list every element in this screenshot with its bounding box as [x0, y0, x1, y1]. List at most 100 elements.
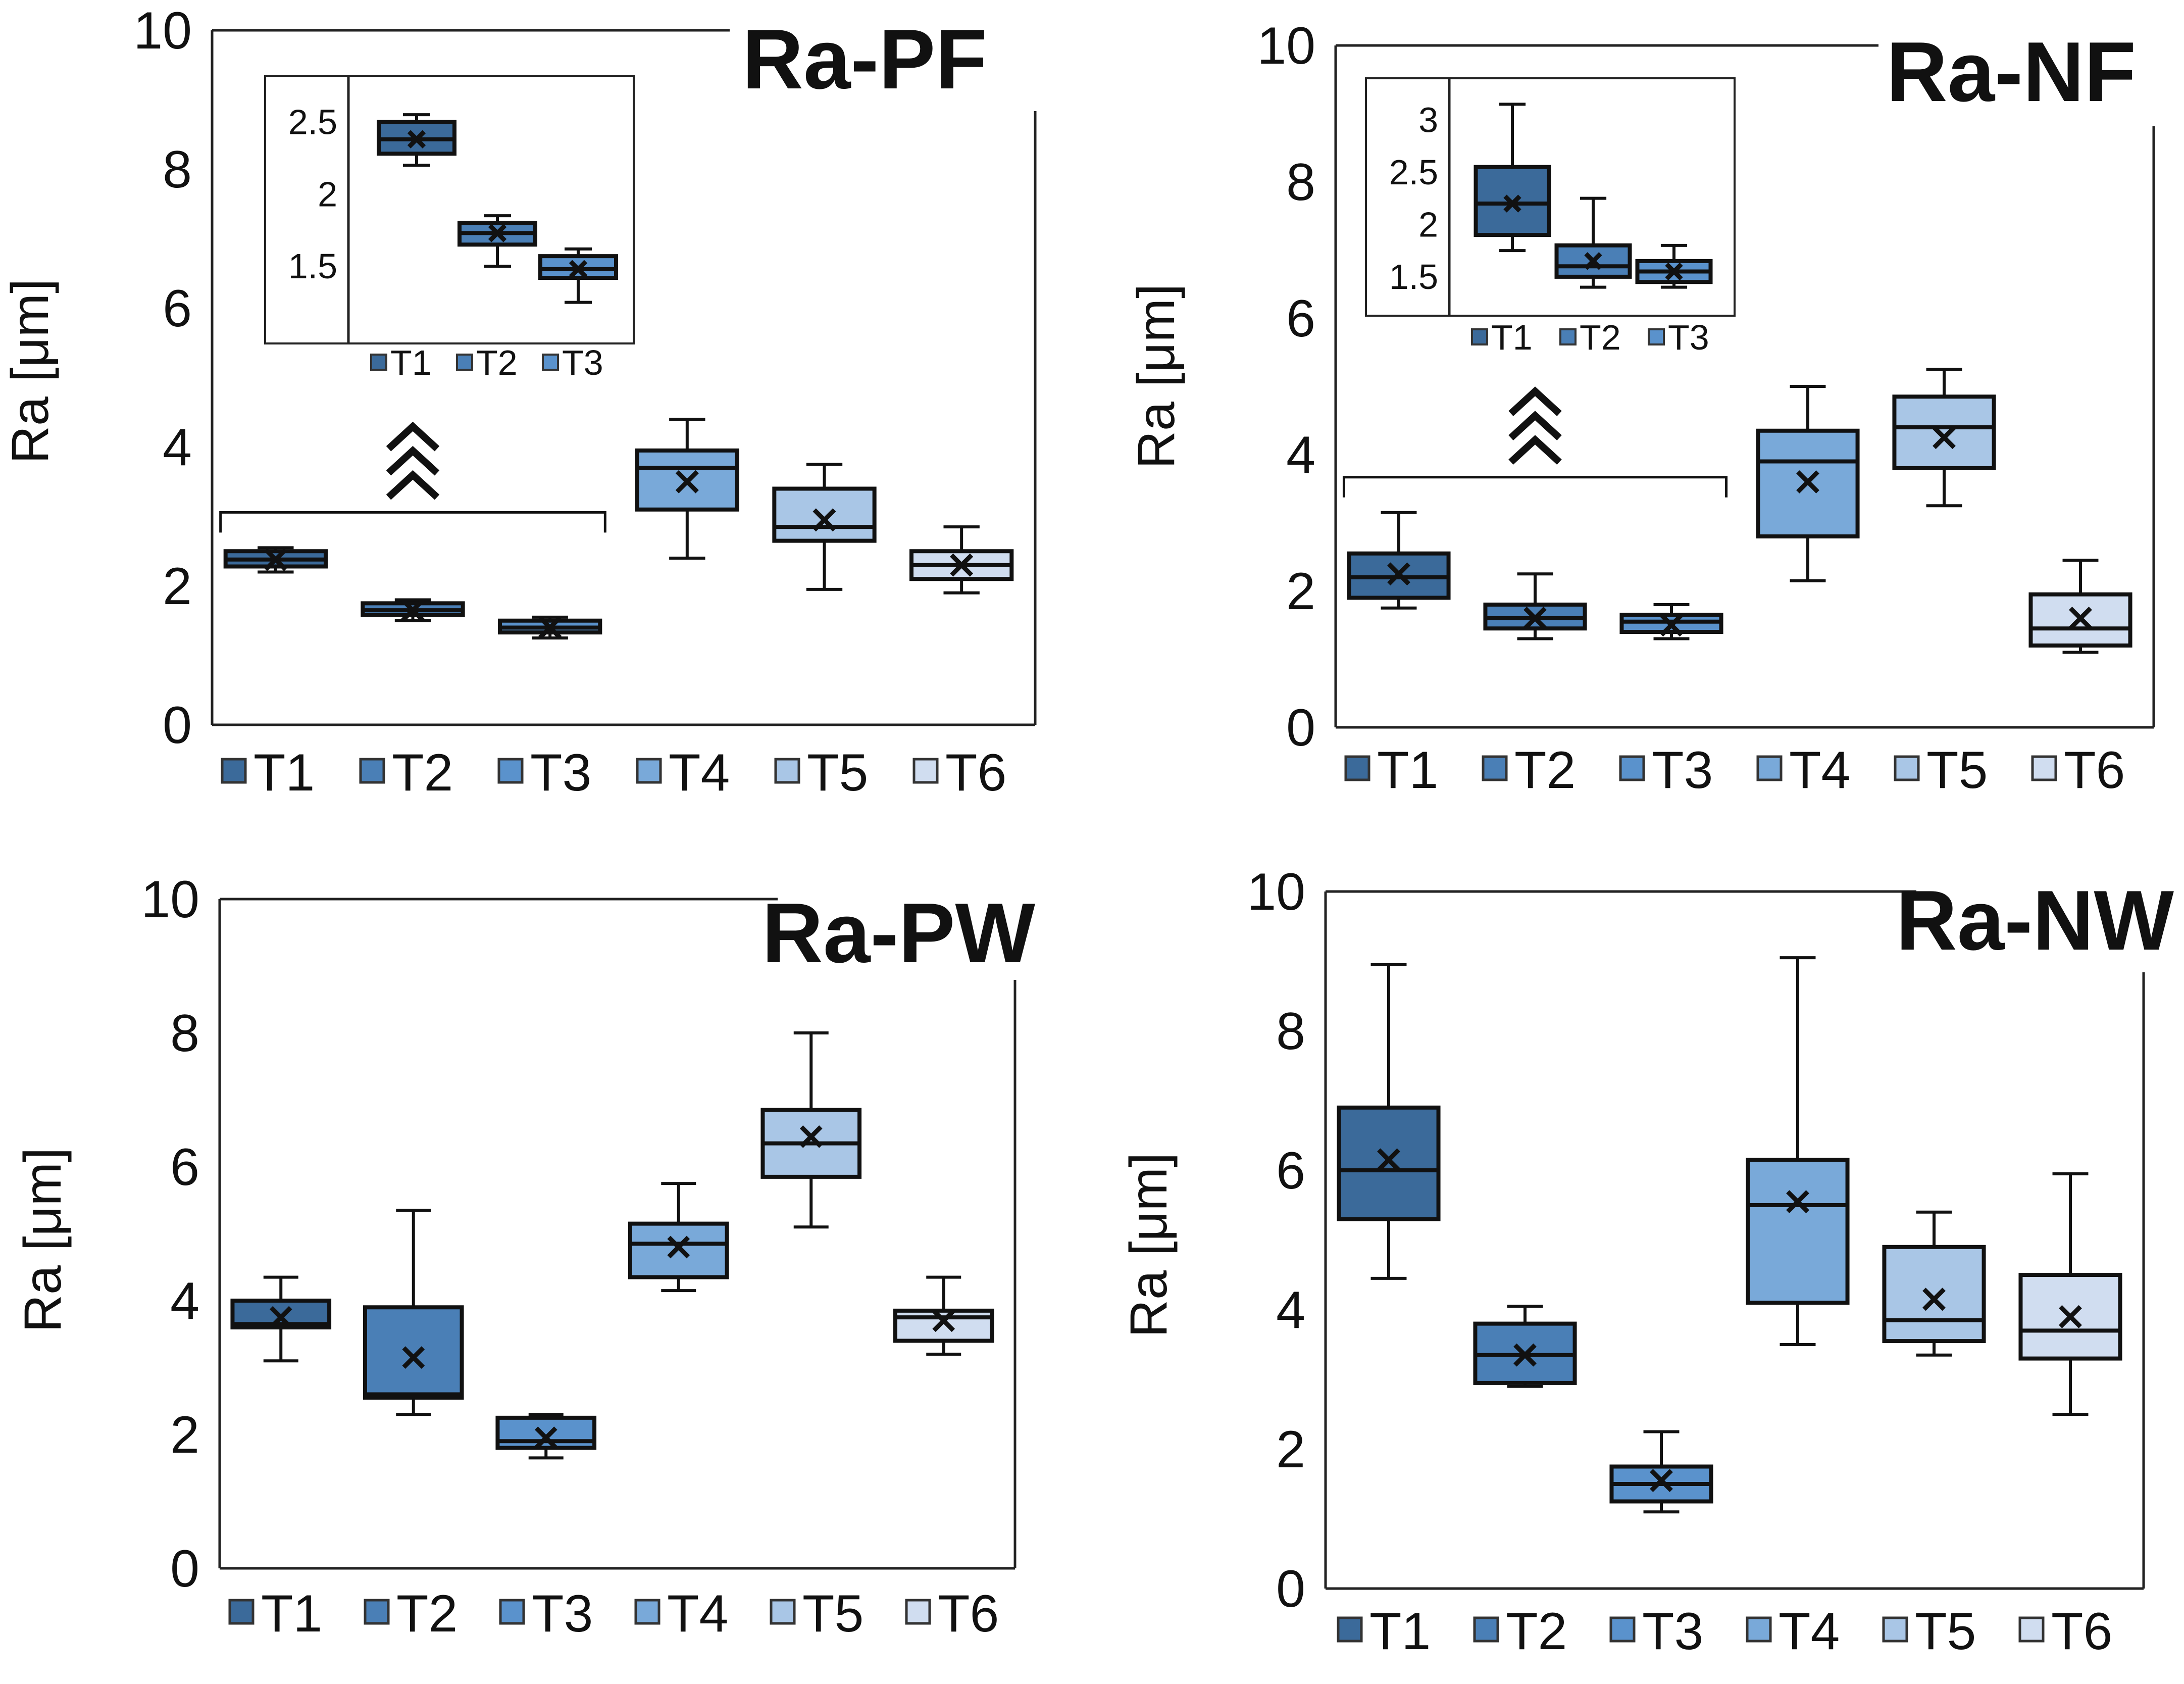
legend-label: T3: [530, 744, 591, 802]
box-t5-mean-marker: [799, 1125, 823, 1148]
legend-label: T6: [945, 744, 1006, 802]
y-tick-label: 6: [170, 1138, 199, 1197]
box-t3: [1619, 603, 1723, 640]
inset-box-t3: [1635, 243, 1713, 289]
box-t2: [1483, 572, 1587, 640]
inset-box-t1: [1474, 103, 1551, 253]
box-t5: [760, 1031, 862, 1229]
box-t1-mean-marker: [1377, 1148, 1400, 1172]
inset-y-tick-label: 2: [1418, 205, 1438, 244]
legend-item-t3: T3: [497, 744, 591, 802]
legend-label: T5: [807, 744, 868, 802]
box-t1-mean-marker: [264, 548, 287, 571]
inset-legend-item-t3: T3: [542, 343, 603, 382]
y-tick-label: 8: [1276, 1002, 1305, 1061]
box-t6-mean-marker: [950, 553, 974, 577]
legend-item-t2: T2: [359, 744, 453, 802]
legend-swatch: [774, 758, 800, 784]
legend-label: T2: [1514, 741, 1576, 800]
inset-legend-swatch: [1559, 328, 1577, 345]
box-t6-mean-marker: [2069, 607, 2092, 630]
box-t6: [909, 525, 1014, 595]
legend-item-t6: T6: [2031, 741, 2125, 800]
box-t6-mean-marker: [932, 1309, 955, 1332]
legend-item-t1: T1: [1337, 1602, 1431, 1661]
inset-legend-label: T3: [1668, 318, 1709, 357]
inset-legend-label: T3: [562, 343, 603, 382]
box-t3-mean-marker: [534, 1426, 557, 1449]
legend-swatch: [228, 1599, 255, 1625]
inset-y-tick-label: 2.5: [1389, 153, 1438, 192]
box-t3: [495, 1413, 597, 1460]
legend-swatch: [636, 758, 662, 784]
y-tick-label: 0: [1286, 699, 1315, 757]
legend-label: T6: [2051, 1602, 2112, 1661]
legend-item-t1: T1: [221, 744, 315, 802]
legend-item-t2: T2: [1473, 1602, 1567, 1661]
inset-chart: 1.5 2 2.5 T1 T2 T3: [264, 75, 635, 382]
chart-ra-nw: 0 2 4 6 8 10 Ra [μm] Ra-NW T1 T2 T3 T4 T5 T6: [1120, 863, 2174, 1661]
y-tick-label: 0: [170, 1540, 199, 1598]
legend-item-t6: T6: [912, 744, 1006, 802]
legend-label: T4: [1789, 741, 1850, 800]
inset-legend-swatch: [370, 354, 387, 371]
inset-box-t1-mean-marker: [1503, 194, 1521, 213]
inset-legend-label: T1: [1491, 318, 1533, 357]
box-t2-box: [363, 1305, 464, 1400]
box-t6-box: [2028, 592, 2132, 648]
legend-item-t3: T3: [1619, 741, 1713, 800]
box-t4-mean-marker: [675, 470, 699, 493]
inset-legend-swatch: [1471, 328, 1488, 345]
box-t6: [2028, 559, 2132, 654]
legend-label: T4: [669, 744, 730, 802]
box-t2-mean-marker: [402, 1346, 425, 1369]
legend-item-t4: T4: [1746, 1602, 1840, 1661]
legend-label: T3: [532, 1584, 593, 1643]
chart-ra-nf: 0 2 4 6 8 10 Ra [μm] Ra-NF T1 T2 T3 T4 T5 T6 1.5 2 2.5 3 T…: [1127, 17, 2155, 800]
chart-title: Ra-NF: [1886, 24, 2136, 119]
legend-item-t3: T3: [499, 1584, 593, 1643]
inset-legend-item-t1: T1: [370, 343, 432, 382]
legend-swatch: [1473, 1616, 1499, 1643]
inset-box-t1-mean-marker: [407, 130, 426, 148]
legend-item-t4: T4: [1756, 741, 1850, 800]
legend-label: T3: [1642, 1602, 1703, 1661]
y-tick-label: 10: [1257, 17, 1315, 75]
legend-item-t6: T6: [905, 1584, 999, 1643]
inset-box-t3-mean-marker: [569, 260, 588, 279]
box-t5-mean-marker: [1933, 426, 1956, 450]
inset-box-t2: [458, 214, 537, 268]
y-tick-label: 10: [141, 870, 199, 929]
box-t5-box: [1882, 1245, 1986, 1344]
inset-box-t2-mean-marker: [1584, 252, 1602, 270]
legend-label: T5: [802, 1584, 864, 1643]
inset-box-t3-mean-marker: [1665, 262, 1683, 281]
legend-label: T6: [938, 1584, 999, 1643]
legend-label: T1: [1369, 1602, 1431, 1661]
box-t5-box: [1892, 394, 1996, 470]
legend-swatch: [1894, 755, 1920, 781]
y-tick-label: 8: [170, 1004, 199, 1063]
box-t1: [230, 1275, 332, 1363]
significance-bracket: [1342, 476, 1728, 498]
box-t3-mean-marker: [538, 616, 562, 639]
y-tick-label: 4: [1276, 1281, 1305, 1340]
box-t5: [772, 463, 877, 591]
chart-ra-pw: 0 2 4 6 8 10 Ra [μm] Ra-PW T1 T2 T3 T4 T5 T6: [14, 870, 1035, 1643]
box-t4: [1746, 956, 1850, 1346]
y-tick-label: 10: [133, 2, 192, 60]
box-t4-mean-marker: [667, 1235, 690, 1259]
legend-swatch: [1746, 1616, 1772, 1643]
inset-legend-swatch: [1648, 328, 1665, 345]
y-axis-label: Ra [μm]: [1127, 284, 1186, 469]
legend-swatch: [1609, 1616, 1636, 1643]
y-tick-label: 6: [1286, 289, 1315, 348]
y-tick-label: 4: [170, 1272, 199, 1330]
legend-swatch: [1756, 755, 1783, 781]
y-tick-label: 6: [1276, 1142, 1305, 1200]
chart-title: Ra-PW: [762, 885, 1036, 980]
legend-label: T6: [2064, 741, 2125, 800]
inset-legend-item-t3: T3: [1648, 318, 1709, 357]
legend-label: T4: [1779, 1602, 1840, 1661]
